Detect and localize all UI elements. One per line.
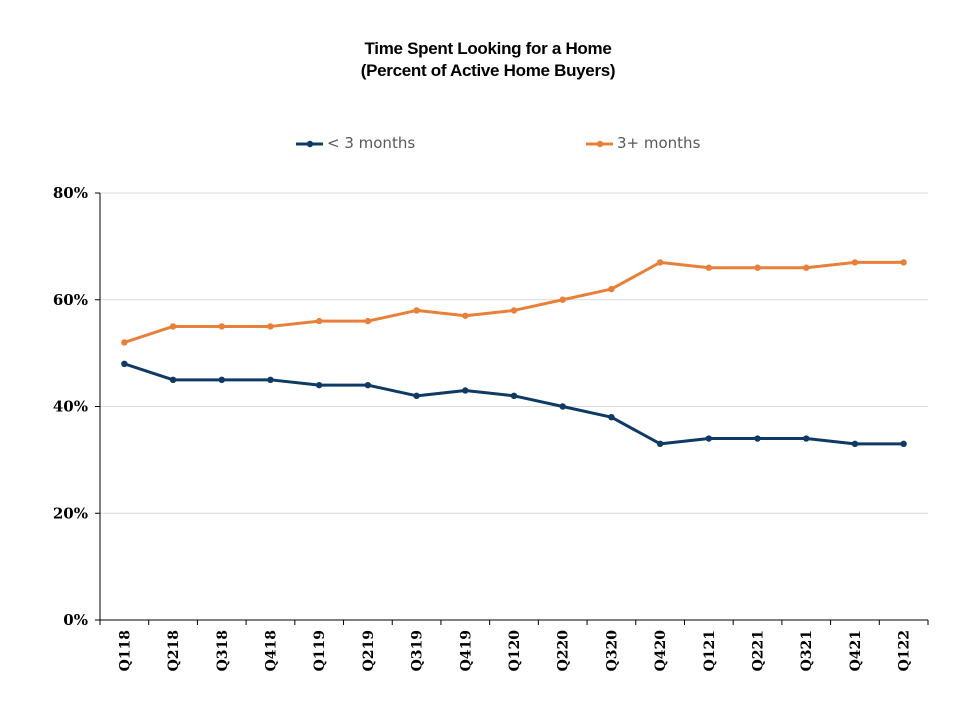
data-point — [462, 312, 469, 319]
data-point — [267, 323, 274, 330]
series-line-1 — [123, 260, 904, 344]
data-point — [169, 323, 177, 330]
data-point — [656, 440, 664, 448]
data-point — [851, 259, 859, 266]
legend-label-3-plus-months: 3+ months — [617, 134, 701, 152]
data-point — [315, 317, 323, 325]
x-tick-label: Q421 — [848, 630, 864, 671]
data-point — [608, 413, 615, 421]
data-point — [900, 259, 907, 266]
x-tick-label: Q420 — [653, 630, 669, 672]
x-tick-label: Q321 — [799, 630, 815, 671]
data-point — [705, 264, 713, 271]
data-point — [510, 392, 518, 400]
data-point — [364, 381, 372, 389]
x-tick-label: Q122 — [897, 630, 913, 671]
y-tick-label: 80% — [53, 184, 88, 202]
x-tick-label: Q218 — [166, 630, 182, 671]
y-tick-label: 20% — [53, 504, 88, 522]
data-point — [754, 264, 761, 271]
x-tick-label: Q320 — [604, 630, 620, 672]
data-point — [121, 339, 128, 346]
data-point — [462, 387, 469, 394]
data-point — [121, 360, 128, 367]
data-point — [413, 307, 420, 314]
x-tick-label: Q220 — [556, 630, 572, 672]
y-tick-label: 60% — [53, 291, 88, 309]
x-tick-label: Q119 — [312, 630, 328, 671]
data-point — [559, 296, 566, 303]
y-tick-label: 0% — [63, 611, 88, 629]
data-point — [510, 307, 518, 314]
x-tick-label: Q418 — [263, 630, 279, 671]
chart-title-line1: Time Spent Looking for a Home — [364, 39, 612, 58]
legend-label-under-3-months: < 3 months — [327, 134, 416, 152]
chart-subtitle: (Percent of Active Home Buyers) — [360, 61, 616, 80]
data-point — [169, 376, 177, 384]
series-line-0 — [123, 362, 904, 446]
data-point — [705, 435, 713, 442]
x-tick-label: Q318 — [215, 630, 231, 671]
x-tick-label: Q419 — [458, 630, 474, 671]
data-point — [803, 435, 810, 442]
legend-marker-1 — [596, 140, 604, 148]
data-point — [900, 440, 907, 448]
data-point — [851, 440, 859, 448]
x-tick-label: Q120 — [507, 630, 523, 672]
data-point — [608, 285, 615, 293]
data-point — [559, 403, 566, 410]
x-tick-label: Q221 — [751, 630, 767, 671]
data-point — [364, 317, 372, 325]
x-tick-label: Q118 — [117, 630, 133, 671]
x-tick-label: Q121 — [702, 630, 718, 671]
data-point — [754, 435, 761, 442]
data-point — [803, 264, 810, 271]
y-tick-label: 40% — [53, 398, 88, 416]
x-tick-label: Q219 — [361, 630, 377, 671]
legend-marker-0 — [306, 140, 314, 148]
data-point — [218, 323, 225, 330]
x-tick-label: Q319 — [410, 630, 426, 671]
data-point — [315, 381, 323, 389]
data-point — [413, 392, 420, 400]
chart-title: Time Spent Looking for a Home (Percent o… — [0, 38, 960, 82]
data-point — [267, 376, 274, 384]
data-point — [218, 376, 225, 384]
data-point — [656, 259, 664, 266]
